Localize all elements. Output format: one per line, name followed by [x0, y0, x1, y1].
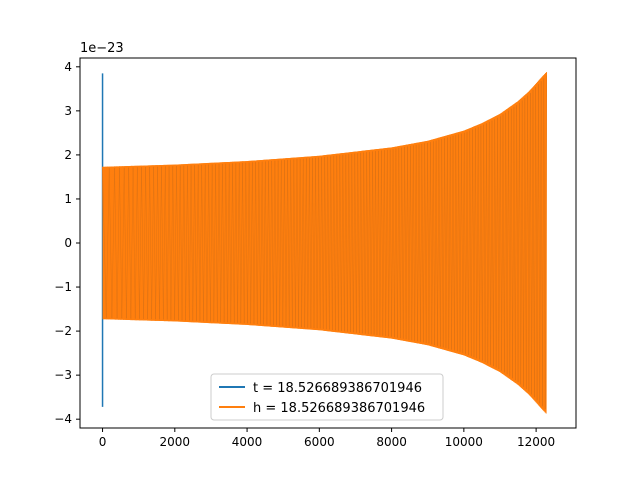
x-axis: 0 2000 4000 6000 8000 10000 12000: [99, 428, 555, 449]
y-tick-label: 4: [64, 60, 72, 74]
y-offset-label: 1e−23: [80, 41, 124, 56]
y-tick-label: −2: [54, 324, 72, 338]
y-tick-label: 3: [64, 104, 72, 118]
y-tick-label: 1: [64, 192, 72, 206]
x-tick-label: 12000: [517, 435, 555, 449]
legend-label: t = 18.526689386701946: [253, 381, 422, 396]
x-tick-label: 2000: [160, 435, 191, 449]
x-tick-label: 4000: [232, 435, 263, 449]
y-tick-label: −3: [54, 368, 72, 382]
x-tick-label: 6000: [304, 435, 335, 449]
y-tick-label: 2: [64, 148, 72, 162]
legend-label: h = 18.526689386701946: [253, 401, 425, 416]
legend-box: [210, 373, 444, 421]
y-axis: −4 −3 −2 −1 0 1 2 3 4: [54, 60, 80, 426]
x-tick-label: 8000: [376, 435, 407, 449]
x-tick-label: 10000: [445, 435, 483, 449]
y-tick-label: 0: [64, 236, 72, 250]
legend: t = 18.526689386701946 h = 18.52668938670…: [210, 373, 444, 421]
y-tick-label: −4: [54, 412, 72, 426]
plot-area: [101, 72, 548, 414]
series-h-line: [102, 72, 548, 414]
x-tick-label: 0: [99, 435, 107, 449]
y-tick-label: −1: [54, 280, 72, 294]
